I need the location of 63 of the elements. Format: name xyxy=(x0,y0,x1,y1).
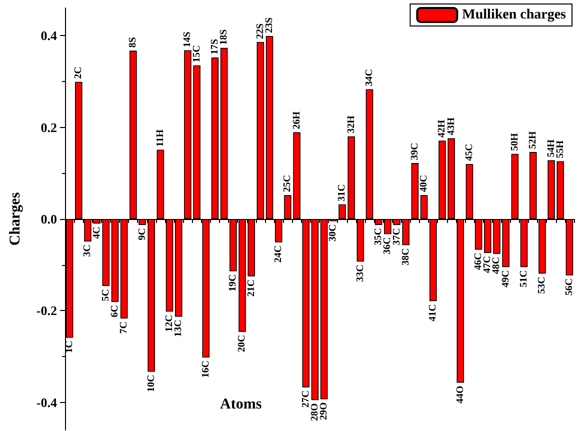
x-tick-label: 46C xyxy=(473,252,484,270)
x-tick-label: 29O xyxy=(318,402,330,420)
x-tick-label: 36C xyxy=(382,237,394,254)
x-tick-label: 30C xyxy=(328,224,339,242)
x-tick-label: 18S xyxy=(218,28,230,45)
x-tick-label: 39C xyxy=(409,142,420,160)
x-tick-label: 8S xyxy=(128,36,139,48)
x-tick-label: 17S xyxy=(209,38,220,55)
x-tick-label: 21C xyxy=(246,279,257,297)
x-tick-label: 26H xyxy=(291,111,302,130)
x-tick-label: 50H xyxy=(509,132,520,151)
x-tick-label: 34C xyxy=(364,68,375,86)
y-axis-title: Charges xyxy=(8,192,24,246)
y-tick-label: 0.0 xyxy=(40,212,57,226)
x-tick-label: 20C xyxy=(236,334,248,352)
x-tick-label: 31C xyxy=(336,184,348,202)
x-tick-label: 32H xyxy=(346,115,357,134)
x-tick-label: 49C xyxy=(500,270,512,288)
x-tick-label: 41C xyxy=(428,304,439,322)
x-tick-label: 52H xyxy=(528,131,539,150)
x-tick-label: 43H xyxy=(446,117,457,136)
x-tick-label: 19C xyxy=(228,274,239,292)
x-axis-title: Atoms xyxy=(220,396,262,412)
x-tick-label: 45C xyxy=(464,144,475,161)
x-tick-label: 51C xyxy=(518,270,530,288)
x-tick-label: 7C xyxy=(118,322,130,334)
x-tick-label: 24C xyxy=(273,245,284,263)
x-tick-label: 44O xyxy=(454,386,466,404)
x-tick-label: 54H xyxy=(546,139,557,158)
x-tick-label: 42H xyxy=(436,120,448,138)
x-tick-label: 6C xyxy=(109,305,120,318)
x-tick-label: 47C xyxy=(482,256,494,274)
x-tick-label: 14S xyxy=(182,31,194,48)
y-tick-label: -0.2 xyxy=(36,303,57,318)
y-tick-label: -0.4 xyxy=(36,394,58,410)
x-tick-label: 27C xyxy=(300,390,312,408)
x-tick-label: 12C xyxy=(164,314,176,332)
x-tick-label: 35C xyxy=(373,228,384,246)
x-tick-label: 4C xyxy=(91,226,102,239)
x-tick-label: 13C xyxy=(173,320,184,337)
x-tick-label: 25C xyxy=(282,174,294,192)
x-tick-label: 5C xyxy=(100,288,112,302)
x-tick-label: 9C xyxy=(136,228,148,240)
x-tick-label: 40C xyxy=(418,174,430,192)
x-tick-label: 3C xyxy=(82,244,94,257)
x-tick-label: 53C xyxy=(536,276,548,294)
x-tick-label: 2C xyxy=(73,66,84,79)
x-tick-label: 23S xyxy=(264,16,276,33)
x-tick-label: 48C xyxy=(491,256,502,274)
x-tick-label: 11H xyxy=(154,129,166,147)
x-tick-label: 22S xyxy=(254,22,266,39)
x-tick-label: 15C xyxy=(191,45,202,62)
x-tick-label: 16C xyxy=(200,360,212,378)
x-tick-label: 28O xyxy=(309,402,320,421)
x-tick-label: 38C xyxy=(400,248,412,266)
x-tick-label: 33C xyxy=(354,264,366,282)
x-tick-label: 37C xyxy=(391,228,402,246)
y-tick-label: 0.4 xyxy=(40,28,58,44)
y-tick-label: 0.2 xyxy=(40,120,57,135)
x-tick-label: 56C xyxy=(564,278,575,296)
x-tick-label: 10C xyxy=(146,374,157,392)
x-tick-label: 55H xyxy=(554,140,566,158)
legend-label: Mulliken charges xyxy=(462,8,567,22)
